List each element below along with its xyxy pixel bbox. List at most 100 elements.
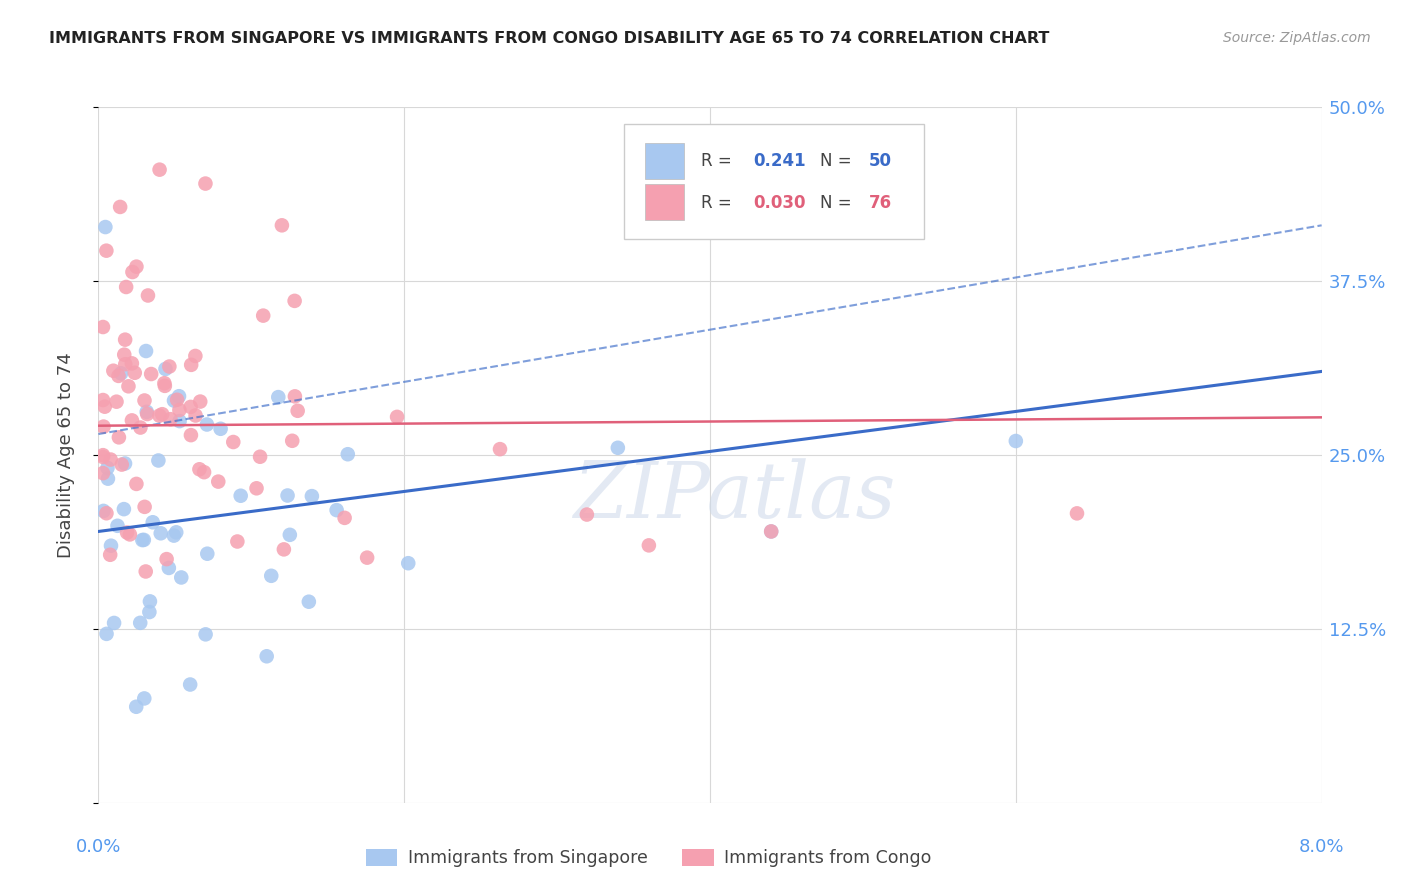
Point [195,547,218,561]
Point [115,525,138,540]
Point [167,389,190,403]
Text: IMMIGRANTS FROM SINGAPORE VS IMMIGRANTS FROM CONGO DISABILITY AGE 65 TO 74 CORRE: IMMIGRANTS FROM SINGAPORE VS IMMIGRANTS … [49,31,1050,46]
Point [637,538,661,552]
Point [267,390,290,404]
Point [155,362,177,376]
Point [222,435,245,450]
Point [117,379,139,393]
FancyBboxPatch shape [645,143,685,178]
Point [157,359,180,374]
Point [125,476,148,491]
Point [132,533,155,547]
Point [759,524,782,539]
Point [169,403,191,417]
Point [209,422,232,436]
Point [96,244,118,258]
Point [134,691,156,706]
Text: ZIPatlas: ZIPatlas [574,458,896,535]
FancyBboxPatch shape [624,124,924,239]
Point [93,504,115,518]
Point [281,434,304,448]
Point [108,430,131,444]
Text: 50: 50 [869,153,891,170]
Point [180,428,202,442]
Point [184,409,207,423]
Text: R =: R = [702,153,738,170]
Point [149,162,172,177]
Point [165,525,187,540]
Point [575,508,598,522]
Point [121,265,143,279]
Point [124,366,146,380]
Point [135,344,157,359]
Point [759,524,782,539]
Text: 8.0%: 8.0% [1299,838,1344,855]
Legend: Immigrants from Singapore, Immigrants from Congo: Immigrants from Singapore, Immigrants fr… [360,842,938,874]
Point [91,320,114,334]
Point [96,461,118,475]
Point [97,472,120,486]
Point [135,565,157,579]
Point [193,465,215,479]
Point [142,515,165,529]
Text: N =: N = [820,194,858,212]
Point [100,452,122,467]
Point [136,288,159,302]
Point [148,453,170,467]
Point [256,649,278,664]
Point [194,177,217,191]
Point [108,200,131,214]
Point [96,506,118,520]
Point [114,333,136,347]
Point [333,511,356,525]
Point [284,389,307,403]
Point [179,677,201,691]
Point [94,400,117,414]
Point [139,594,162,608]
Point [284,293,307,308]
Point [149,526,172,541]
Point [148,409,170,423]
Point [131,533,153,547]
Point [153,376,176,391]
Point [105,394,128,409]
Point [112,348,135,362]
Point [125,260,148,274]
Point [91,448,114,462]
Point [277,488,299,502]
Point [125,699,148,714]
Text: R =: R = [702,194,738,212]
Text: 76: 76 [869,194,893,212]
Point [1004,434,1026,448]
Point [153,379,176,393]
FancyBboxPatch shape [645,185,685,220]
Point [226,534,249,549]
Point [163,393,186,408]
Point [156,552,179,566]
Point [489,442,512,457]
Point [301,489,323,503]
Point [96,627,118,641]
Point [356,550,378,565]
Point [114,457,136,471]
Point [287,404,309,418]
Point [91,466,114,480]
Point [229,489,252,503]
Point [103,615,125,630]
Text: N =: N = [820,153,858,170]
Point [121,356,143,370]
Text: 0.0%: 0.0% [76,838,121,855]
Point [166,392,188,407]
Point [129,615,152,630]
Point [184,349,207,363]
Point [107,518,129,533]
Point [121,413,143,427]
Point [606,441,628,455]
Point [1066,507,1088,521]
Point [98,548,121,562]
Point [91,392,114,407]
Point [169,414,191,428]
Point [195,417,218,432]
Point [114,357,136,371]
Point [170,570,193,584]
